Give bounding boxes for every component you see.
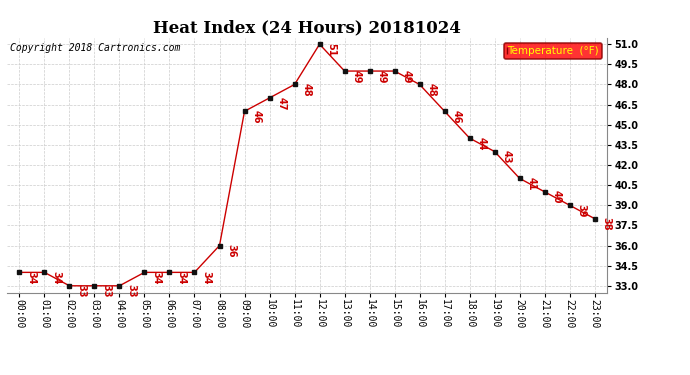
Text: 47: 47 xyxy=(277,96,286,110)
Text: 46: 46 xyxy=(451,110,462,123)
Text: 34: 34 xyxy=(177,271,186,285)
Text: 49: 49 xyxy=(402,70,411,83)
Text: 44: 44 xyxy=(477,137,486,150)
Text: 36: 36 xyxy=(226,244,237,258)
Text: 34: 34 xyxy=(151,271,161,285)
Text: 40: 40 xyxy=(551,190,562,204)
Text: 48: 48 xyxy=(302,83,311,97)
Text: 34: 34 xyxy=(26,271,37,285)
Legend: Temperature  (°F): Temperature (°F) xyxy=(504,43,602,59)
Text: 34: 34 xyxy=(201,271,211,285)
Title: Heat Index (24 Hours) 20181024: Heat Index (24 Hours) 20181024 xyxy=(153,19,461,36)
Text: 33: 33 xyxy=(126,284,137,298)
Text: 46: 46 xyxy=(251,110,262,123)
Text: 38: 38 xyxy=(602,217,611,231)
Text: 41: 41 xyxy=(526,177,537,190)
Text: 33: 33 xyxy=(101,284,111,298)
Text: 49: 49 xyxy=(377,70,386,83)
Text: 33: 33 xyxy=(77,284,86,298)
Text: 34: 34 xyxy=(51,271,61,285)
Text: 49: 49 xyxy=(351,70,362,83)
Text: Copyright 2018 Cartronics.com: Copyright 2018 Cartronics.com xyxy=(10,43,180,52)
Text: 43: 43 xyxy=(502,150,511,164)
Text: 48: 48 xyxy=(426,83,437,97)
Text: 39: 39 xyxy=(577,204,586,218)
Text: 51: 51 xyxy=(326,43,337,56)
